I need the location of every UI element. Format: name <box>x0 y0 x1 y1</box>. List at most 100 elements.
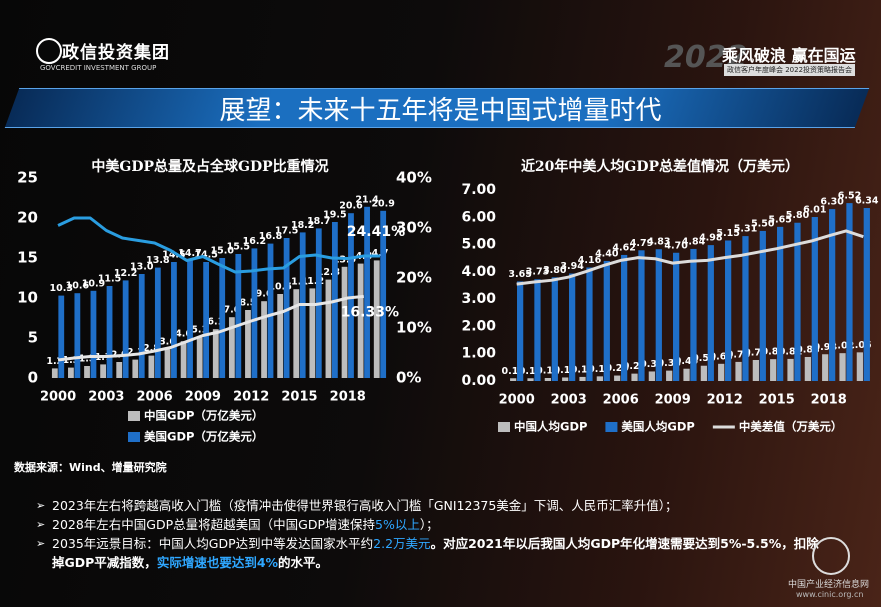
y-tick-label: 20 <box>17 209 38 227</box>
bar <box>84 366 90 378</box>
bullet-text: 5%以上 <box>375 517 420 532</box>
legend-label: 美国GDP（万亿美元） <box>144 430 263 444</box>
bar <box>752 359 759 381</box>
bar <box>364 206 370 378</box>
bar <box>325 279 332 378</box>
bar <box>138 274 145 378</box>
x-tick-label: 2009 <box>655 393 691 408</box>
event-slogan: 乘风破浪 赢在国运 <box>722 46 856 65</box>
y-tick-label: 0.00 <box>461 373 496 389</box>
data-label: 17.5 <box>275 226 298 237</box>
line <box>57 216 380 274</box>
data-label: 3.73 <box>526 267 549 278</box>
bar <box>666 370 673 381</box>
bar <box>348 213 354 378</box>
data-label: 0.77 <box>744 347 767 358</box>
data-label: 15.5 <box>227 242 250 253</box>
bar <box>770 359 777 381</box>
bar <box>718 363 725 381</box>
data-label: 5.80 <box>786 210 810 221</box>
data-label: 13.8 <box>146 255 170 266</box>
event-sub: 政信客户年度峰会 2022投资策略报告会 <box>724 64 856 76</box>
data-label: 3.6 <box>159 337 176 348</box>
y-tick-label: 3.00 <box>461 291 496 307</box>
data-label: 0.56 <box>692 353 716 364</box>
bar <box>164 349 171 378</box>
bar <box>171 262 177 378</box>
data-label: 0.38 <box>657 358 681 369</box>
y-tick-label: 15 <box>17 249 38 267</box>
bar <box>212 329 219 378</box>
legend-label: 中国人均GDP <box>514 420 587 434</box>
bullet: 2028年左右中国GDP总量将超越美国（中国GDP增速保持5%以上）； <box>36 515 826 534</box>
bar <box>100 364 107 378</box>
data-label: 0.17 <box>588 364 611 375</box>
data-label: 6.34 <box>855 196 879 207</box>
bullet-text: ）； <box>419 517 439 532</box>
data-label: 9.6 <box>256 289 273 300</box>
bar <box>341 266 348 378</box>
data-label: 6.1 <box>207 317 224 328</box>
legend-swatch <box>128 411 140 421</box>
slide-title: 展望：未来十五年将是中国式增量时代 <box>219 96 662 126</box>
data-label: 4.6 <box>175 329 192 340</box>
bar <box>596 376 603 381</box>
bar <box>180 341 187 378</box>
data-label: 14.5 <box>162 250 185 261</box>
bullet-list: 2023年左右将跨越高收入门槛（疫情冲击使得世界银行高收入门槛「GNI12375… <box>36 496 826 572</box>
bullet-text: 2028年左右中国GDP总量将超越美国（中国GDP增速保持 <box>52 517 376 532</box>
bar <box>309 288 316 378</box>
bar <box>579 376 586 381</box>
bar <box>655 249 662 381</box>
bar <box>203 262 210 378</box>
data-label: 11.1 <box>285 277 308 288</box>
line-label: 16.33% <box>341 304 399 320</box>
data-label: 3.80 <box>543 265 567 276</box>
bar <box>106 286 113 378</box>
bar <box>690 248 697 381</box>
bar <box>510 378 517 381</box>
data-label: 20.9 <box>371 198 394 209</box>
legend-label: 中美差值（万美元） <box>739 420 843 434</box>
data-label: 20.6 <box>339 201 363 212</box>
y-tick-label: 25 <box>17 169 38 187</box>
bullet-text: 。对应2021年以后我国人均GDP年化增速需要达到5%-5.5%，扣除掉GDP平… <box>52 536 819 570</box>
data-label: 18.2 <box>291 220 314 231</box>
data-label: 4.98 <box>699 233 723 244</box>
data-label: 2.3 <box>127 347 144 358</box>
watermark-icon <box>812 537 850 575</box>
bar <box>90 290 97 378</box>
bar <box>735 361 742 381</box>
y-tick-label: 5 <box>28 329 38 347</box>
bar <box>527 378 534 381</box>
data-label: 0.11 <box>536 365 559 376</box>
data-label: 0.20 <box>605 363 629 374</box>
x-tick-label: 2012 <box>233 390 269 405</box>
line <box>57 294 365 362</box>
data-label: 7.6 <box>223 305 240 316</box>
y2-tick-label: 40% <box>396 169 432 187</box>
bar <box>74 293 81 378</box>
bar <box>373 260 380 378</box>
source-note: 数据来源：Wind、增量研究院 <box>14 461 167 474</box>
x-tick-label: 2018 <box>811 393 847 408</box>
bar <box>148 355 155 378</box>
bar <box>154 267 161 378</box>
data-label: 14.7 <box>178 248 201 259</box>
data-label: 0.81 <box>779 346 802 357</box>
bar <box>544 377 551 381</box>
data-label: 0.13 <box>553 365 576 376</box>
y-tick-label: 1.00 <box>461 346 496 362</box>
data-label: 13.0 <box>130 262 154 273</box>
data-label: 5.65 <box>768 214 791 225</box>
y-tick-label: 6.00 <box>461 209 496 225</box>
data-label: 10.9 <box>82 278 105 289</box>
data-label: 16.8 <box>259 231 283 242</box>
x-tick-label: 2006 <box>137 390 173 405</box>
y-tick-label: 5.00 <box>461 237 496 253</box>
data-label: 18.7 <box>307 216 330 227</box>
data-label: 5.15 <box>716 228 739 239</box>
legend-swatch <box>128 432 140 442</box>
bar <box>569 273 576 381</box>
bullet: 2023年左右将跨越高收入门槛（疫情冲击使得世界银行高收入门槛「GNI12375… <box>36 496 826 515</box>
